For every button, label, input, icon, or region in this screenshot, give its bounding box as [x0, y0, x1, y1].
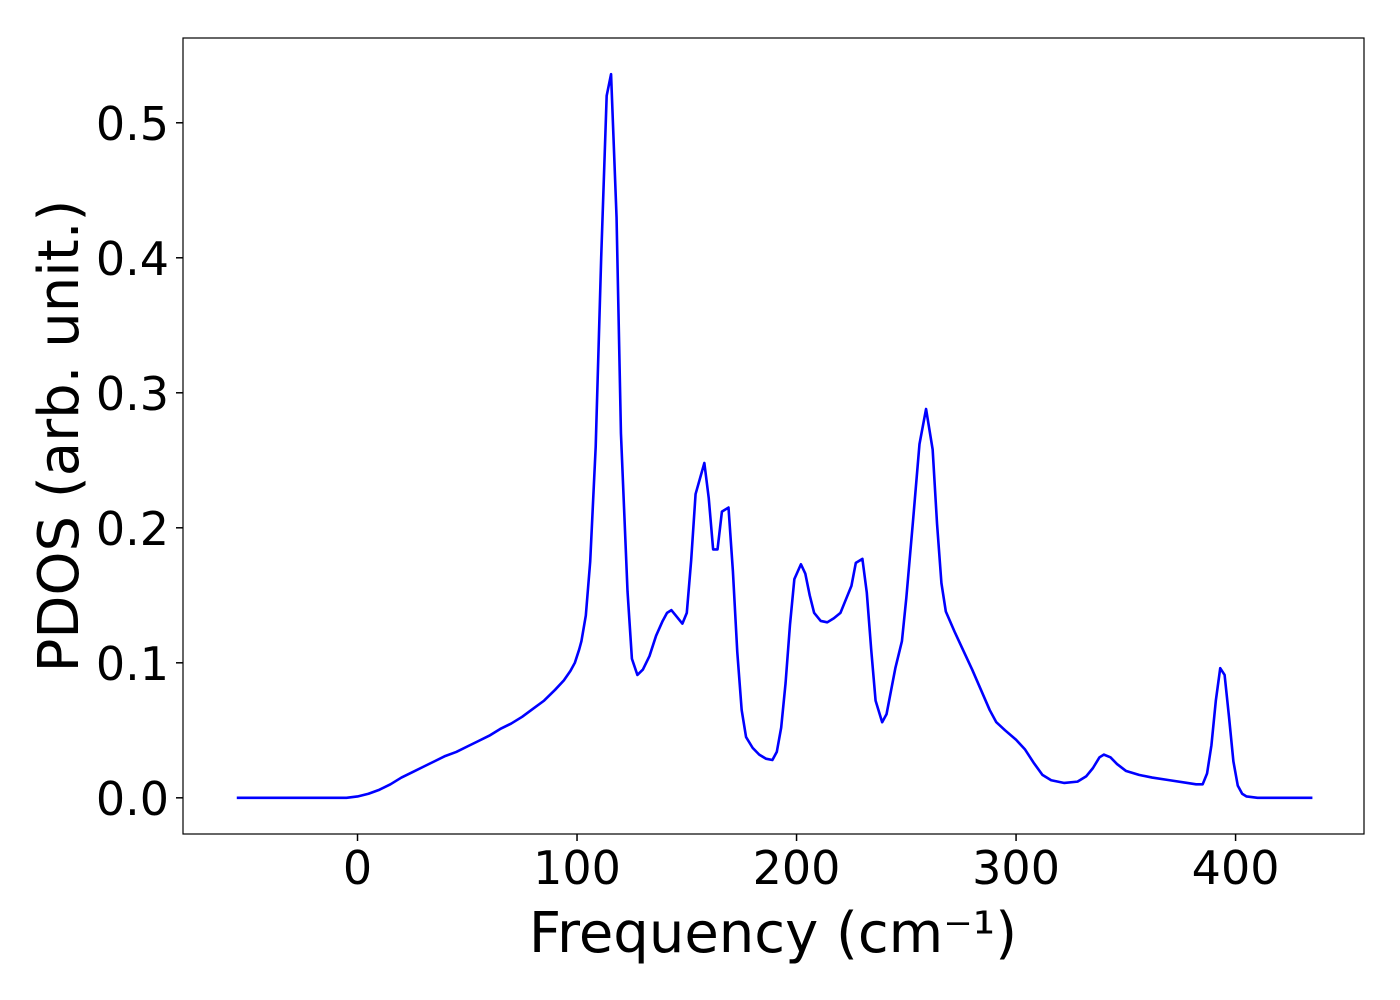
y-tick-label: 0.3 [96, 367, 169, 421]
x-tick-label: 400 [1192, 841, 1280, 895]
x-tick-label: 200 [753, 841, 841, 895]
y-axis-label: PDOS (arb. unit.) [27, 200, 92, 673]
y-tick-label: 0.2 [96, 502, 169, 556]
x-axis-label: Frequency (cm⁻¹) [529, 901, 1017, 966]
y-tick-label: 0.4 [96, 232, 169, 286]
plot-frame [182, 37, 1365, 835]
y-tick-label: 0.0 [96, 772, 169, 826]
y-tick-label: 0.1 [96, 637, 169, 691]
data-line [236, 72, 1313, 800]
y-tick-label: 0.5 [96, 97, 169, 151]
x-tick-label: 300 [972, 841, 1060, 895]
x-tick-label: 100 [533, 841, 621, 895]
x-tick-label: 0 [343, 841, 372, 895]
